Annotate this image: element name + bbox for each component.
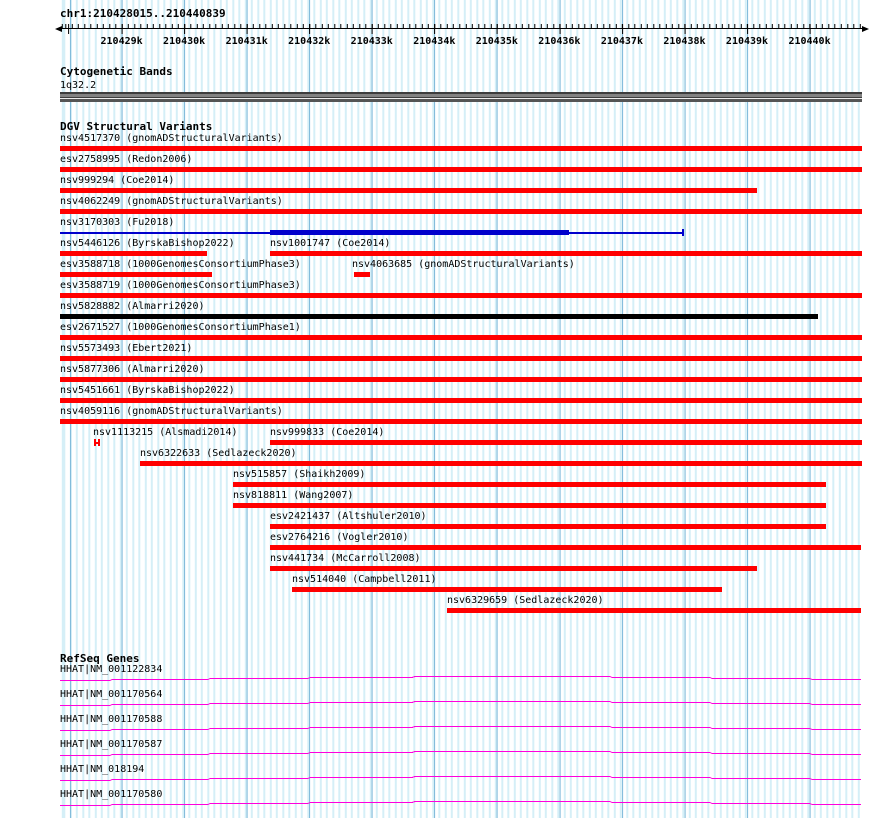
ruler-tick-label: 210439k: [725, 36, 769, 47]
variant-bar[interactable]: [60, 209, 862, 214]
transcript-label: HHAT|NM_001170564: [60, 689, 163, 700]
variant-bar[interactable]: [60, 335, 862, 340]
variant-label: nsv1001747 (Coe2014): [270, 238, 391, 249]
ruler-tick-label: 210435k: [475, 36, 518, 47]
variant-bar[interactable]: [233, 503, 826, 508]
variant-bar[interactable]: [233, 482, 826, 487]
variant-bar[interactable]: [60, 419, 862, 424]
variant-label: nsv5828882 (Almarri2020): [60, 301, 205, 312]
region-title: chr1:210428015..210440839: [60, 7, 226, 20]
cytoband-label: 1q32.2: [60, 80, 97, 91]
transcript-line[interactable]: [60, 675, 862, 683]
transcript-label: HHAT|NM_018194: [60, 764, 145, 775]
variant-bar[interactable]: [60, 356, 862, 361]
variant-bar[interactable]: [447, 608, 861, 613]
transcript-line[interactable]: [60, 700, 862, 708]
variant-bar[interactable]: [60, 188, 757, 193]
ruler-tick-label: 210429k: [100, 36, 143, 47]
variant-bar[interactable]: [60, 398, 862, 403]
variant-bar[interactable]: [140, 461, 862, 466]
variant-bar[interactable]: [270, 230, 569, 235]
variant-label: esv3588718 (1000GenomesConsortiumPhase3): [60, 259, 301, 270]
ruler-tick-label: 210436k: [538, 36, 581, 47]
variant-label: nsv4517370 (gnomADStructuralVariants): [60, 133, 283, 144]
variant-label: nsv5877306 (Almarri2020): [60, 364, 205, 375]
variant-bar[interactable]: [60, 314, 818, 319]
variant-bar[interactable]: [270, 251, 862, 256]
ruler-tick-label: 210433k: [350, 36, 393, 47]
variant-bar[interactable]: [354, 272, 370, 277]
variant-bar[interactable]: [270, 545, 861, 550]
ruler-tick-label: 210432k: [288, 36, 331, 47]
variant-label: nsv515857 (Shaikh2009): [233, 469, 366, 480]
variant-label: nsv5451661 (ByrskaBishop2022): [60, 385, 235, 396]
variant-label: nsv441734 (McCarroll2008): [270, 553, 421, 564]
ruler-left-arrow-icon: [55, 26, 62, 32]
transcript-line[interactable]: [60, 725, 862, 733]
ruler-tick-label: 210430k: [163, 36, 206, 47]
ruler-tick-label: 210437k: [600, 36, 643, 47]
variant-label: nsv4063685 (gnomADStructuralVariants): [352, 259, 575, 270]
variant-label: nsv818811 (Wang2007): [233, 490, 354, 501]
variant-label: nsv5573493 (Ebert2021): [60, 343, 193, 354]
ruler-tick-label: 210438k: [663, 36, 706, 47]
variant-label: esv2421437 (Altshuler2010): [270, 511, 427, 522]
transcript-label: HHAT|NM_001170588: [60, 714, 163, 725]
variant-label: nsv514040 (Campbell2011): [292, 574, 437, 585]
variant-label: nsv6329659 (Sedlazeck2020): [447, 595, 604, 606]
ruler-tick-label: 210434k: [413, 36, 456, 47]
variant-label: nsv5446126 (ByrskaBishop2022): [60, 238, 235, 249]
variant-bar[interactable]: [270, 524, 826, 529]
variant-range-end-tick: [682, 229, 684, 236]
variant-bar[interactable]: [60, 251, 207, 256]
variant-label: esv3588719 (1000GenomesConsortiumPhase3): [60, 280, 301, 291]
section-header-cytogenetic-bands: Cytogenetic Bands: [60, 65, 173, 78]
variant-bar[interactable]: [60, 377, 862, 382]
variant-label: nsv999833 (Coe2014): [270, 427, 385, 438]
ruler-tick-label: 210440k: [788, 36, 831, 47]
transcript-line[interactable]: [60, 775, 862, 783]
variant-bar[interactable]: [292, 587, 722, 592]
variant-bar[interactable]: [60, 293, 862, 298]
variant-bar[interactable]: [270, 566, 757, 571]
ruler-right-arrow-icon: [862, 26, 869, 32]
variant-label: esv2671527 (1000GenomesConsortiumPhase1): [60, 322, 301, 333]
variant-label: nsv3170303 (Fu2018): [60, 217, 175, 228]
transcript-line[interactable]: [60, 750, 862, 758]
variant-label: nsv4062249 (gnomADStructuralVariants): [60, 196, 283, 207]
transcript-label: HHAT|NM_001122834: [60, 664, 163, 675]
variant-bar[interactable]: [60, 272, 212, 277]
variant-label: esv2758995 (Redon2006): [60, 154, 193, 165]
section-header-dgv-structural-variants: DGV Structural Variants: [60, 120, 213, 133]
variant-label: nsv4059116 (gnomADStructuralVariants): [60, 406, 283, 417]
section-header-refseq-genes: RefSeq Genes: [60, 652, 140, 665]
transcript-line[interactable]: [60, 800, 862, 808]
cytoband-bar[interactable]: [60, 92, 862, 102]
transcript-label: HHAT|NM_001170580: [60, 789, 163, 800]
variant-label: nsv6322633 (Sedlazeck2020): [140, 448, 297, 459]
variant-tiny-marker[interactable]: [94, 439, 100, 446]
ruler-tick-label: 210431k: [225, 36, 268, 47]
variant-label: nsv999294 (Coe2014): [60, 175, 175, 186]
variant-bar[interactable]: [270, 440, 862, 445]
variant-bar[interactable]: [60, 146, 862, 151]
variant-label: nsv1113215 (Alsmadi2014): [93, 427, 238, 438]
ruler-major-ticks: [60, 24, 864, 34]
transcript-label: HHAT|NM_001170587: [60, 739, 163, 750]
grid-background: [60, 0, 862, 818]
variant-label: esv2764216 (Vogler2010): [270, 532, 409, 543]
variant-bar[interactable]: [60, 167, 862, 172]
